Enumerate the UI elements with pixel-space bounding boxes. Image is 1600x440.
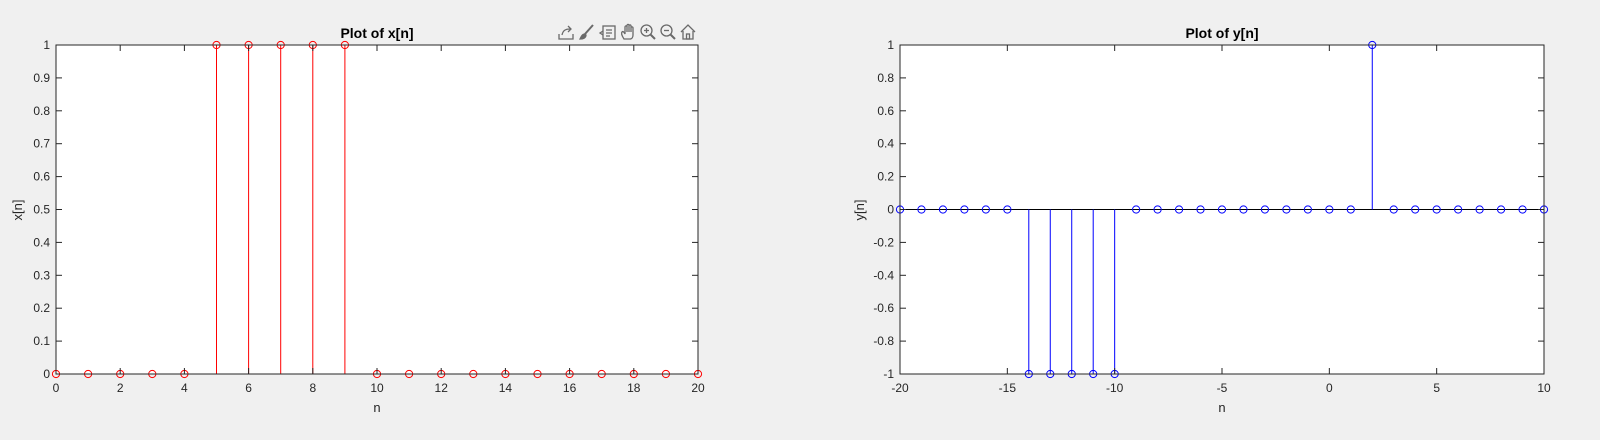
x-plot-axes[interactable]: 0 2 4 6 8 10 12 14 16 18 20 0 0.1 0.2 0.3 0.4 0.5 0.6 0.7 0…: [10, 25, 705, 415]
y-stem-marker: [981, 205, 990, 214]
y-stem-marker: [1153, 205, 1162, 214]
y-stem-marker: [1432, 205, 1441, 214]
y-stem-marker: [1346, 205, 1355, 214]
y-xtick-label: 0: [1326, 381, 1333, 395]
x-ytick-label: 0.9: [33, 71, 50, 85]
y-stem-marker: [1196, 205, 1205, 214]
y-stem-marker: [1132, 205, 1141, 214]
y-stem-marker: [1282, 205, 1291, 214]
x-xtick-label: 2: [117, 381, 124, 395]
x-plot-title: Plot of x[n]: [340, 25, 413, 41]
y-ytick-label: -0.6: [873, 301, 894, 315]
y-stem-marker: [1411, 205, 1420, 214]
y-stem-marker: [1518, 205, 1527, 214]
y-stem-marker: [917, 205, 926, 214]
y-xtick-label: -20: [891, 381, 909, 395]
y-xtick-label: -5: [1217, 381, 1228, 395]
y-stem-marker: [938, 205, 948, 214]
y-stem-marker: [1496, 205, 1506, 214]
x-xtick-label: 18: [627, 381, 641, 395]
y-xtick-label: -10: [1106, 381, 1124, 395]
x-ytick-label: 0.5: [33, 203, 50, 217]
brush-icon[interactable]: [578, 24, 594, 40]
y-stem-marker: [1217, 205, 1227, 214]
pan-hand-icon[interactable]: [620, 23, 634, 40]
y-xtick-label: -15: [999, 381, 1017, 395]
y-ytick-label: 0.8: [877, 71, 894, 85]
y-ytick-label: 1: [887, 38, 894, 52]
x-axis-title: n: [1218, 400, 1225, 415]
x-ytick-label: 0.4: [33, 235, 50, 249]
zoom-in-icon[interactable]: [640, 24, 656, 40]
x-ticks: 0 2 4 6 8 10 12 14 16 18 20 0 0.1 0.2 0.3 0.4 0.5 0.6 0.7 0…: [33, 38, 705, 395]
x-xtick-label: 8: [309, 381, 316, 395]
y-plot-title: Plot of y[n]: [1185, 25, 1258, 41]
y-stem-marker: [1475, 205, 1484, 214]
y-ticks: -20 -15 -10 -5 0 5 10 -1 -0.8 -0.6 -0.4 -0.2 0 0.2 0.4…: [873, 38, 1551, 395]
x-xtick-label: 0: [53, 381, 60, 395]
y-stem-marker: [1325, 205, 1334, 214]
y-ytick-label: 0.6: [877, 104, 894, 118]
y-ytick-label: -1: [883, 367, 894, 381]
export-icon[interactable]: [558, 25, 574, 40]
y-ytick-label: 0.2: [877, 170, 894, 184]
x-xtick-label: 14: [499, 381, 513, 395]
y-stem-marker: [1174, 205, 1184, 214]
x-ytick-label: 0.2: [33, 301, 50, 315]
axes-toolbar: [558, 23, 696, 40]
y-stem-marker: [1303, 205, 1312, 214]
x-ytick-label: 0.7: [33, 137, 50, 151]
x-xtick-label: 10: [370, 381, 384, 395]
y-stem-marker: [1003, 205, 1012, 214]
y-ytick-label: -0.8: [873, 334, 894, 348]
y-stem-marker: [1239, 205, 1248, 214]
y-xtick-label: 5: [1433, 381, 1440, 395]
y-xtick-label: 10: [1537, 381, 1551, 395]
x-xtick-label: 6: [245, 381, 252, 395]
y-stem-marker: [960, 205, 969, 214]
y-stem-marker: [1454, 205, 1463, 214]
y-ytick-label: -0.4: [873, 268, 894, 282]
y-axis-title: y[n]: [852, 200, 867, 221]
x-ytick-label: 0.3: [33, 268, 50, 282]
home-icon[interactable]: [680, 24, 696, 40]
zoom-out-icon[interactable]: [660, 24, 676, 40]
y-ytick-label: 0: [887, 203, 894, 217]
y-ytick-label: 0.4: [877, 137, 894, 151]
x-xtick-label: 4: [181, 381, 188, 395]
plot-area: [56, 45, 698, 374]
y-stem-marker: [1389, 205, 1398, 214]
data-tip-icon[interactable]: [598, 25, 616, 40]
x-ytick-label: 0: [43, 367, 50, 381]
x-ytick-label: 0.6: [33, 170, 50, 184]
x-xtick-label: 16: [563, 381, 577, 395]
x-ytick-label: 1: [43, 38, 50, 52]
y-stem-marker: [1260, 205, 1270, 214]
x-ytick-label: 0.8: [33, 104, 50, 118]
y-plot-axes[interactable]: -20 -15 -10 -5 0 5 10 -1 -0.8 -0.6 -0.4 -0.2 0 0.2 0.4…: [852, 25, 1551, 415]
x-axis-title: n: [373, 400, 380, 415]
x-ytick-label: 0.1: [33, 334, 50, 348]
y-axis-title: x[n]: [10, 200, 25, 221]
x-xtick-label: 20: [691, 381, 705, 395]
x-xtick-label: 12: [435, 381, 449, 395]
y-ytick-label: -0.2: [873, 235, 894, 249]
